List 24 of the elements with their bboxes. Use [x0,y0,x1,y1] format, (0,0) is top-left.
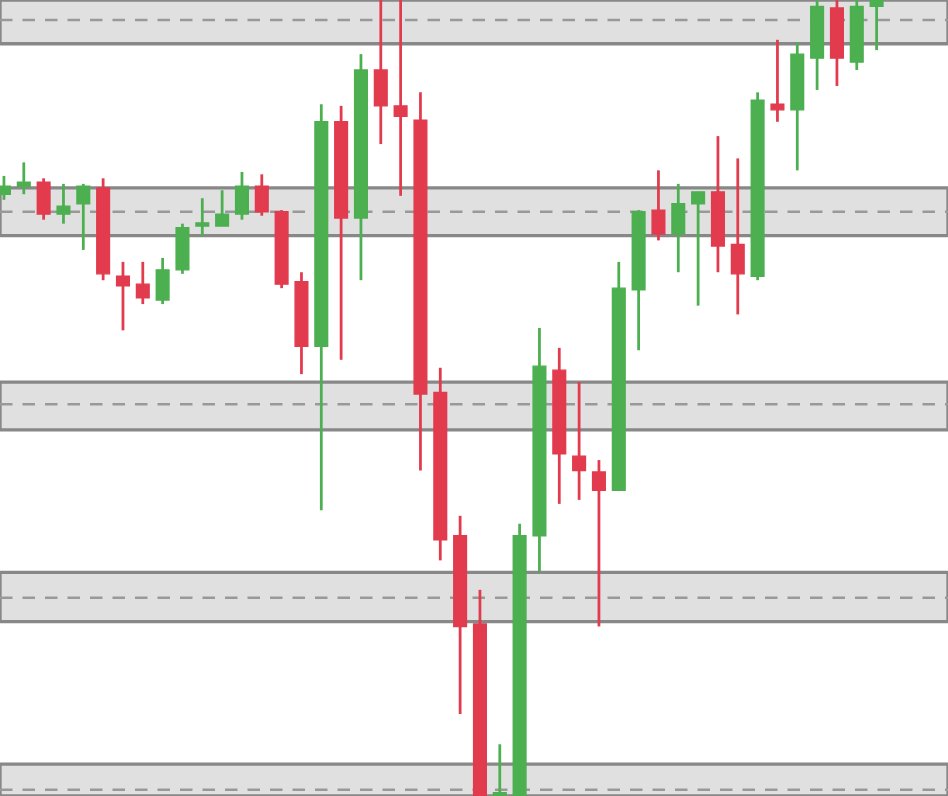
candlestick [135,260,150,306]
candlestick [671,182,686,274]
candlestick [195,196,210,238]
candlestick [869,0,884,52]
candlestick [591,458,606,628]
candlestick [0,174,12,202]
candlestick [175,222,190,276]
candlestick [572,380,587,502]
candlestick [56,182,71,226]
candlestick [76,182,91,252]
candlestick [492,742,507,796]
candlestick [730,157,745,316]
candlestick [16,160,31,196]
candlestick [651,168,666,242]
candlestick [254,172,269,218]
candlestick [393,0,408,198]
candlestick [691,190,706,308]
candlestick [770,38,785,124]
candlestick [115,260,131,332]
candlestick [373,0,388,146]
candlestick [36,176,51,222]
candlestick [215,188,230,228]
candlestick [155,256,170,306]
candlestick [234,170,249,222]
